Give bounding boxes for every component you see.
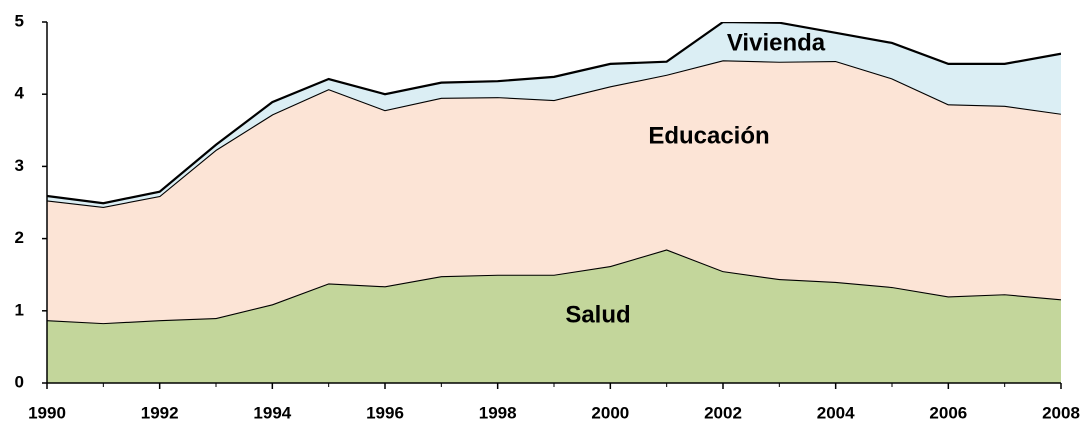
x-tick-label: 2000 bbox=[591, 403, 629, 422]
series-label: Educación bbox=[648, 122, 769, 149]
area-top-line bbox=[47, 22, 1061, 205]
y-tick-label: 1 bbox=[15, 300, 24, 319]
area bbox=[47, 249, 1061, 383]
y-tick-label: 5 bbox=[15, 11, 24, 30]
plot-area bbox=[47, 22, 1061, 383]
x-tick-label: 1998 bbox=[479, 403, 517, 422]
area bbox=[47, 60, 1061, 324]
series-label: Salud bbox=[565, 301, 630, 328]
x-tick-label: 2008 bbox=[1042, 403, 1080, 422]
y-tick-label: 2 bbox=[15, 228, 24, 247]
y-tick-label: 0 bbox=[15, 372, 24, 391]
x-tick-label: 1992 bbox=[141, 403, 179, 422]
y-tick-label: 3 bbox=[15, 156, 24, 175]
series-label: Vivienda bbox=[727, 29, 826, 56]
x-tick-label: 2002 bbox=[704, 403, 742, 422]
x-tick-label: 1994 bbox=[253, 403, 291, 422]
y-tick-label: 4 bbox=[15, 84, 25, 103]
x-tick-label: 1996 bbox=[366, 403, 404, 422]
x-tick-label: 1990 bbox=[28, 403, 66, 422]
x-tick-label: 2004 bbox=[817, 403, 855, 422]
x-tick-label: 2006 bbox=[929, 403, 967, 422]
